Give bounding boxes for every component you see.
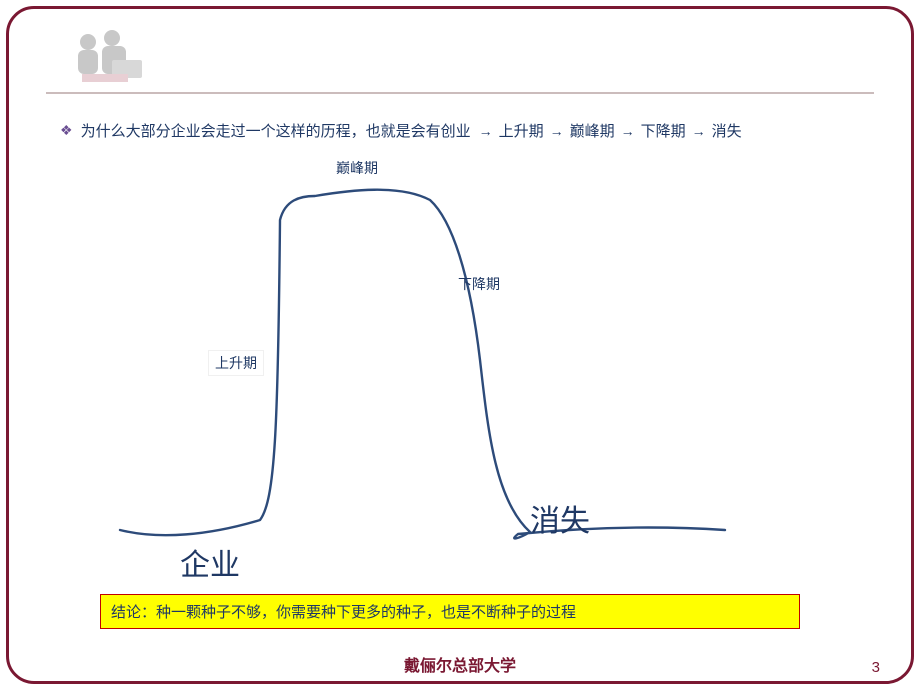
stage-decline: 下降期 [641,120,686,141]
label-rise: 上升期 [208,350,264,376]
lifecycle-curve [100,160,740,580]
page-number: 3 [872,659,880,676]
arrow-icon: → [692,123,706,139]
stage-rise: 上升期 [499,120,544,141]
footer-title: 戴俪尔总部大学 [0,652,920,676]
bullet-glyph: ❖ [60,122,73,139]
bullet-text: 为什么大部分企业会走过一个这样的历程，也就是会有创业 [81,120,471,141]
lifecycle-diagram: 巅峰期 上升期 下降期 企业 消失 [100,160,740,580]
arrow-icon: → [621,123,635,139]
label-disappear: 消失 [530,496,590,540]
label-peak: 巅峰期 [330,156,384,180]
label-decline: 下降期 [452,272,506,296]
stage-sequence: → 上升期 → 巅峰期 → 下降期 → 消失 [479,120,742,141]
label-company: 企业 [180,540,240,584]
bullet-line: ❖ 为什么大部分企业会走过一个这样的历程，也就是会有创业 → 上升期 → 巅峰期… [60,120,880,141]
arrow-icon: → [550,123,564,139]
header-divider [46,92,874,94]
stage-disappear: 消失 [712,120,742,141]
stage-peak: 巅峰期 [570,120,615,141]
arrow-icon: → [479,123,493,139]
conclusion-box: 结论：种一颗种子不够，你需要种下更多的种子，也是不断种子的过程 [100,594,800,629]
logo [54,24,154,84]
